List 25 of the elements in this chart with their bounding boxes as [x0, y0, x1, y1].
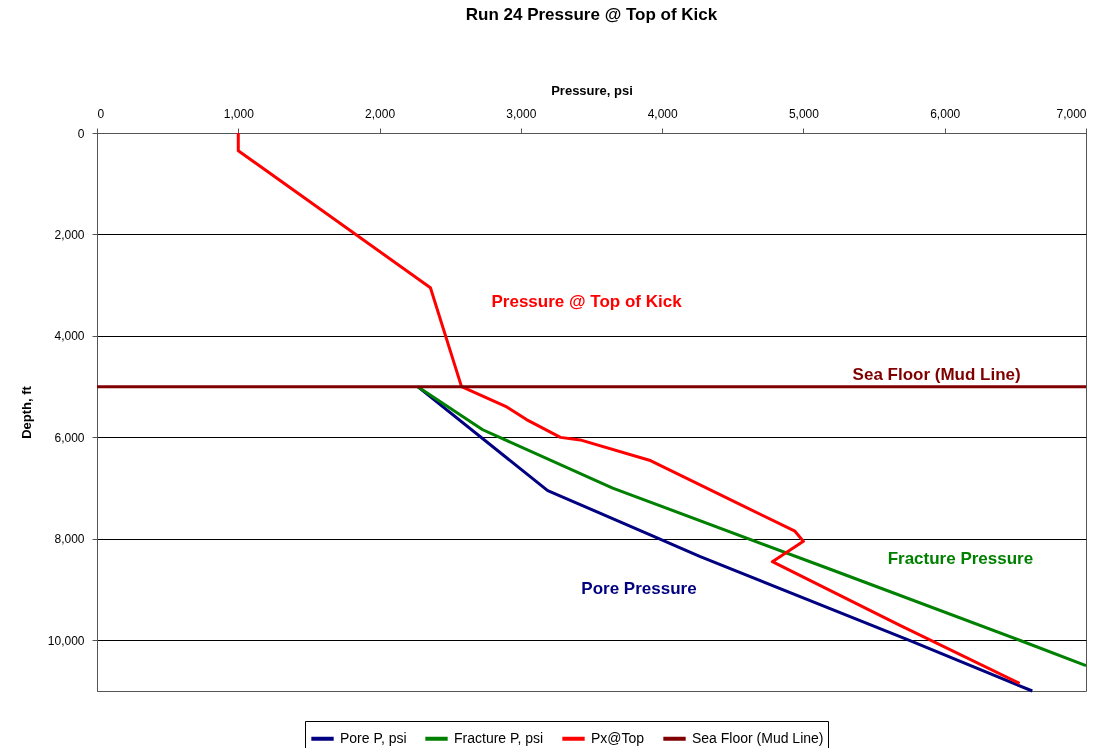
legend-label: Fracture P, psi — [454, 729, 544, 746]
x-tick-label: 4,000 — [647, 106, 678, 121]
y-tick-label: 4,000 — [54, 329, 85, 344]
y-axis-title: Depth, ft — [18, 385, 34, 439]
chart-title: Run 24 Pressure @ Top of Kick — [465, 5, 718, 24]
y-tick-label: 0 — [77, 126, 85, 141]
x-tick-label: 5,000 — [788, 106, 820, 121]
x-tick-label: 6,000 — [930, 106, 961, 121]
x-tick-label: 1,000 — [223, 106, 255, 121]
annotation: Fracture Pressure — [887, 549, 1034, 569]
legend-label: Pore P, psi — [340, 729, 407, 746]
x-axis-title: Pressure, psi — [551, 82, 633, 98]
x-tick-label: 0 — [97, 106, 105, 121]
legend-label: Sea Floor (Mud Line) — [692, 729, 824, 746]
x-tick-label: 7,000 — [1056, 106, 1087, 121]
y-tick-label: 8,000 — [54, 532, 85, 547]
annotation: Sea Floor (Mud Line) — [852, 364, 1021, 384]
y-tick-label: 2,000 — [54, 227, 85, 242]
y-tick-label: 10,000 — [47, 633, 85, 648]
legend-label: Px@Top — [591, 729, 645, 746]
x-tick-label: 3,000 — [506, 106, 537, 121]
x-tick-label: 2,000 — [365, 106, 396, 121]
annotation: Pressure @ Top of Kick — [491, 291, 683, 311]
annotation: Pore Pressure — [581, 579, 697, 599]
y-tick-label: 6,000 — [54, 430, 85, 445]
